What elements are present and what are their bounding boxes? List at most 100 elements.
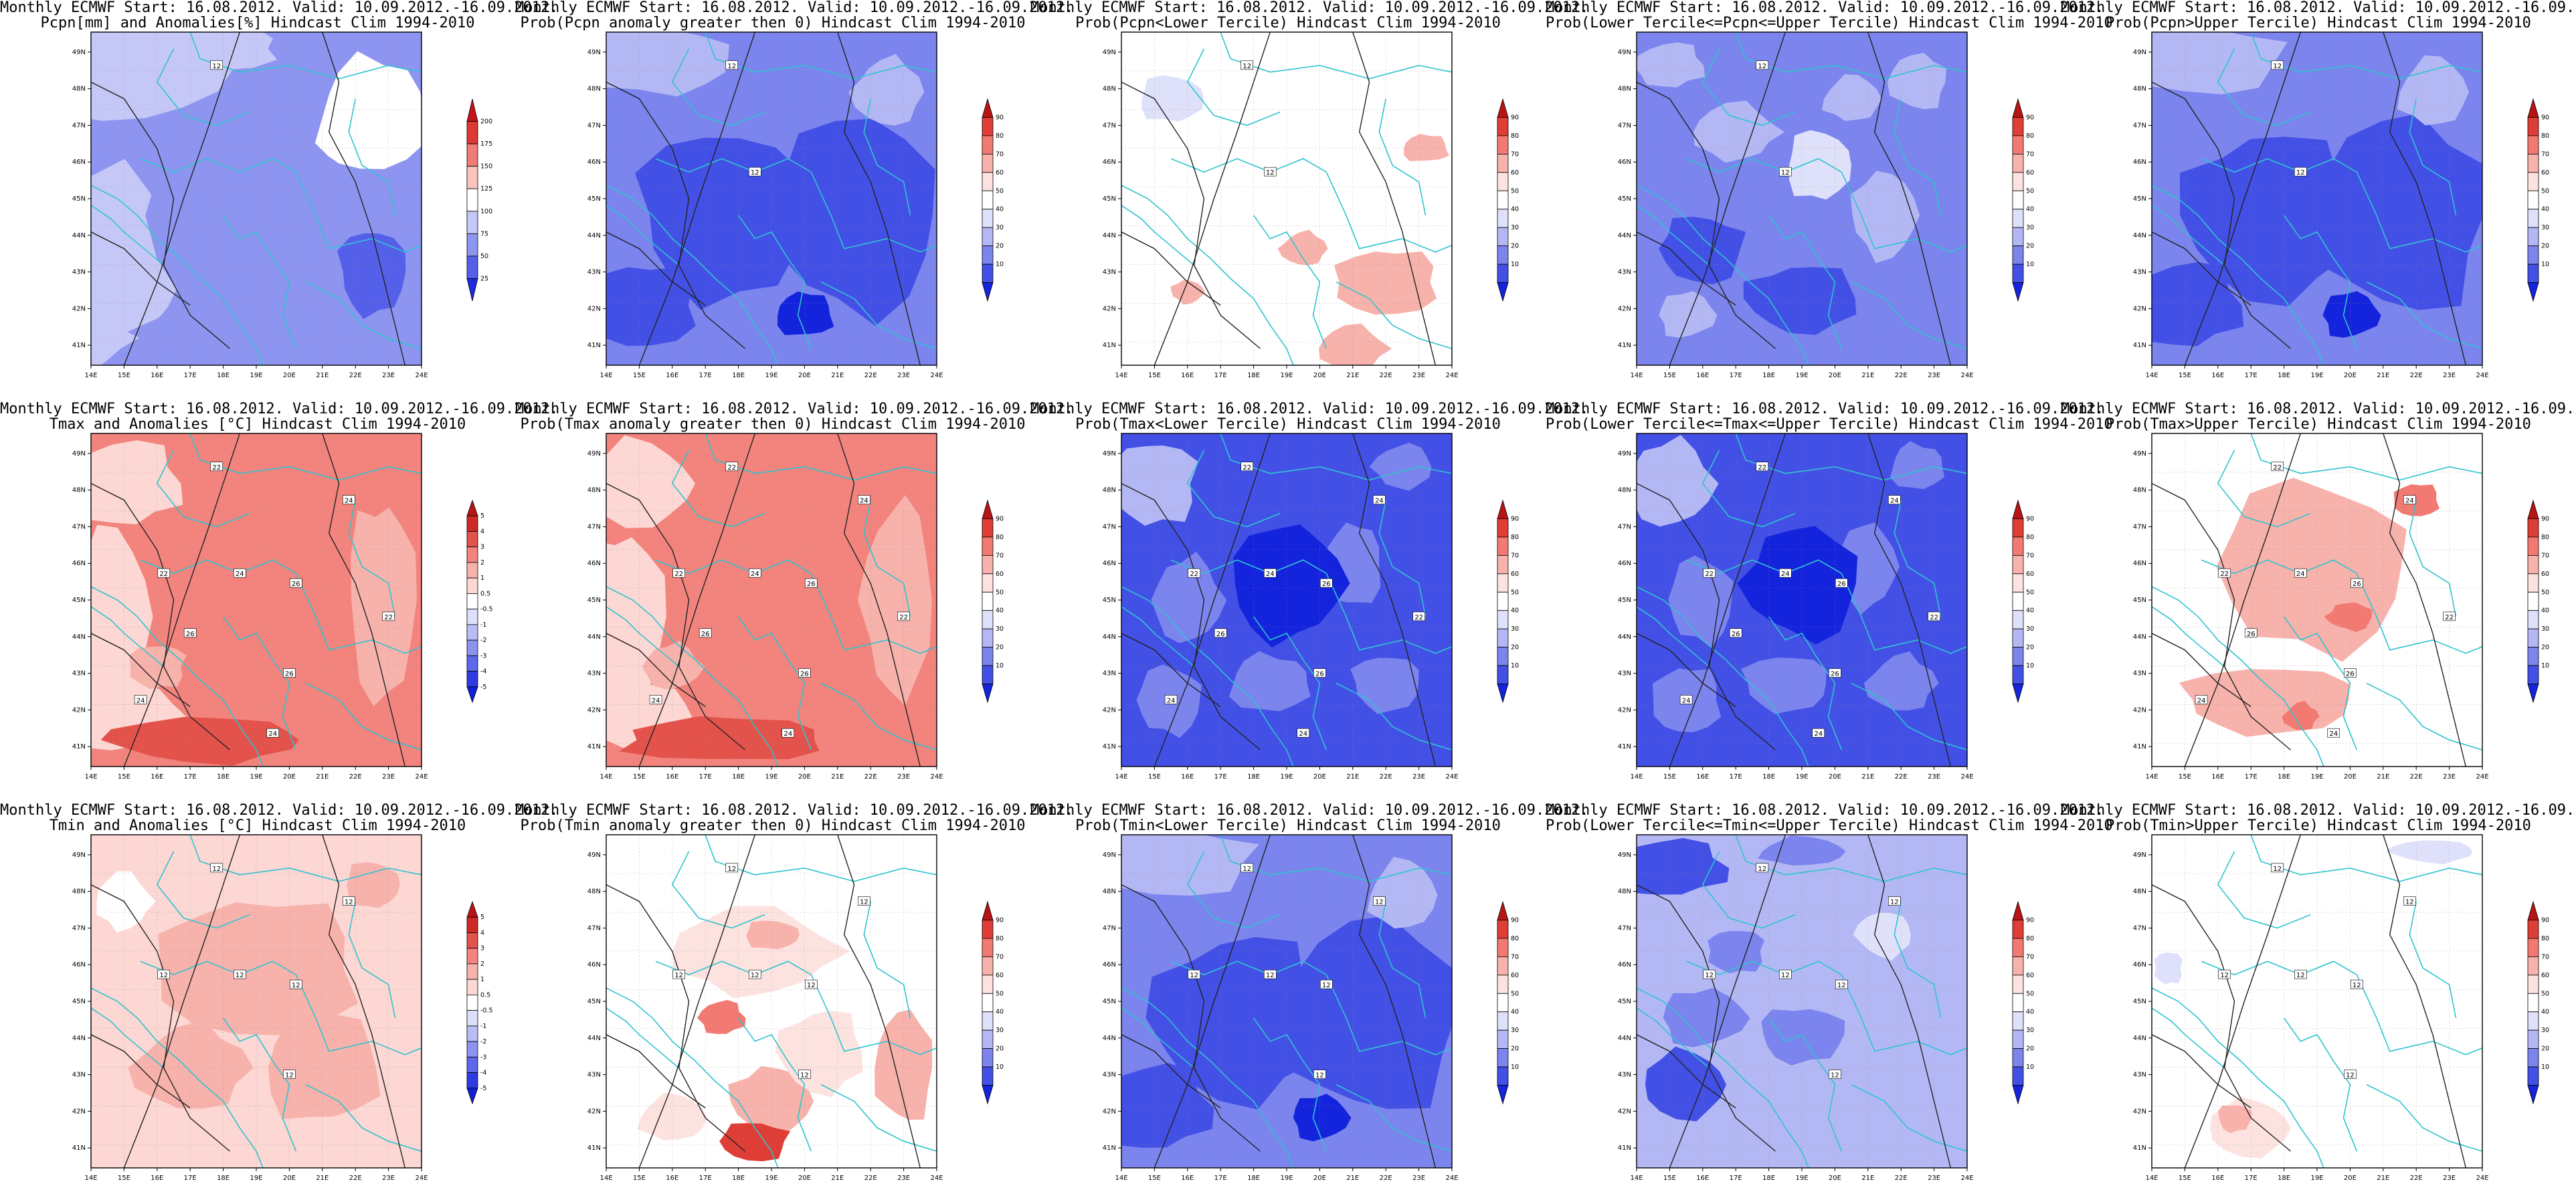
lat-tick-label: 45N [1103, 998, 1116, 1005]
colorbar-tick-label: 5 [480, 512, 484, 520]
contour-label: 12 [1831, 1072, 1839, 1080]
colorbar-swatch [1497, 938, 1509, 957]
contour-line [322, 835, 405, 1168]
colorbar-tick-label: 50 [1511, 990, 1519, 997]
field-region [757, 118, 935, 326]
colorbar-tick-label: 0.5 [480, 590, 490, 597]
contour-label-box [1703, 969, 1716, 979]
lon-tick-label: 20E [2344, 1175, 2357, 1182]
colorbar-tick-label: 70 [2541, 953, 2549, 961]
contour-line [1637, 483, 1776, 750]
lat-tick-label: 41N [1618, 342, 1631, 349]
lat-tick-label: 43N [1103, 1072, 1116, 1079]
colorbar-swatch [466, 916, 478, 933]
contour-label-box [1214, 628, 1227, 638]
colorbar: 90 80 70 60 50 40 30 20 10 [2527, 98, 2549, 302]
colorbar-swatch [2527, 610, 2539, 629]
lat-tick-label: 47N [2133, 523, 2146, 530]
colorbar-arrow-bottom [1497, 282, 1509, 302]
lon-tick-label: 23E [382, 372, 395, 379]
colorbar-swatch [466, 624, 478, 641]
map-figure: 12 12 14E 15E 16E 17E 18E 19E 20E 21E 22E 23E 24E 49N… [1103, 31, 1519, 379]
contour-label: 12 [807, 982, 816, 989]
lon-tick-label: 23E [1412, 773, 1425, 781]
contour-label-box [134, 695, 147, 704]
field-region [1841, 522, 1900, 615]
lon-tick-label: 14E [2145, 372, 2158, 379]
map-field: 12 12 [1637, 32, 1967, 365]
lon-tick-label: 14E [84, 372, 97, 379]
lat-tick-label: 42N [587, 706, 601, 714]
coastline [1121, 586, 1294, 767]
lat-tick-label: 43N [1618, 1072, 1631, 1079]
lon-tick-label: 22E [349, 372, 362, 379]
colorbar-tick-label: 30 [996, 625, 1004, 633]
contour-line [322, 32, 405, 365]
contour-label-box [897, 611, 910, 621]
coastline [1894, 98, 1942, 216]
colorbar-tick-label: 70 [2541, 552, 2549, 559]
lon-tick-label: 22E [2410, 773, 2423, 781]
contour-label-box [2403, 495, 2416, 504]
colorbar-swatch [2527, 1066, 2539, 1086]
colorbar: 90 80 70 60 50 40 30 20 10 [1497, 499, 1519, 704]
colorbar-swatch [2012, 610, 2024, 629]
contour-label: 24 [1266, 571, 1275, 578]
map-figure: 22 24 22 26 24 26 24 22 26 24 14E 15E 16E 17E 18E 19E 20… [2133, 433, 2549, 781]
colorbar-swatch [1497, 227, 1509, 247]
field-region [619, 716, 820, 759]
contour-label: 12 [292, 982, 300, 989]
lon-tick-label: 23E [2443, 773, 2456, 781]
lon-tick-label: 24E [2476, 773, 2488, 781]
lon-tick-label: 22E [1380, 1175, 1392, 1182]
lat-tick-label: 48N [587, 86, 601, 93]
contour-label-box [1829, 668, 1841, 678]
contour-label: 12 [1266, 169, 1275, 177]
colorbar-tick-label: 60 [2541, 571, 2549, 578]
lon-tick-label: 24E [1960, 372, 1973, 379]
field-region [351, 507, 417, 707]
lon-tick-label: 18E [1762, 372, 1775, 379]
lat-tick-label: 44N [1618, 1035, 1631, 1042]
lon-tick-label: 16E [1696, 372, 1709, 379]
colorbar-swatch [982, 628, 994, 648]
coastline [91, 987, 264, 1168]
lon-tick-label: 18E [732, 773, 745, 781]
contour-label-box [1756, 462, 1769, 472]
lat-tick-label: 48N [2133, 487, 2146, 494]
colorbar-tick-label: 80 [2026, 534, 2034, 541]
field-region [719, 1123, 791, 1162]
map-panel: Monthly ECMWF Start: 16.08.2012. Valid: … [1030, 0, 1588, 401]
coastline [810, 171, 937, 253]
lon-tick-label: 17E [2245, 372, 2258, 379]
field-region [129, 646, 187, 690]
lat-tick-label: 46N [1618, 560, 1631, 567]
lon-tick-label: 16E [1696, 1175, 1709, 1182]
colorbar-swatch [2527, 665, 2539, 684]
field-region [848, 54, 925, 126]
colorbar-swatch [2012, 117, 2024, 136]
lon-tick-label: 19E [1795, 773, 1808, 781]
lat-tick-label: 47N [1618, 924, 1631, 932]
lat-tick-label: 45N [72, 195, 86, 203]
contour-line [1121, 483, 1261, 750]
panel-title-line2: Tmax and Anomalies [°C] Hindcast Clim 19… [49, 416, 466, 433]
contour-label-box [798, 1070, 811, 1079]
lat-tick-label: 46N [1618, 159, 1631, 166]
colorbar-arrow-top [2012, 499, 2024, 519]
lat-tick-label: 47N [587, 924, 601, 932]
lon-tick-label: 16E [666, 1175, 678, 1182]
coastline [2250, 433, 2482, 481]
lat-tick-label: 44N [72, 232, 86, 239]
coastline [222, 1017, 297, 1152]
lat-tick-label: 49N [2133, 450, 2146, 458]
lon-tick-label: 24E [1960, 773, 1973, 781]
map-field: 22 24 22 26 24 26 24 22 26 24 [606, 433, 937, 767]
colorbar-tick-label: 60 [996, 571, 1004, 578]
field-region [1141, 75, 1204, 122]
map-panel: Monthly ECMWF Start: 16.08.2012. Valid: … [515, 401, 1073, 803]
contour-label-box [1703, 568, 1716, 578]
colorbar-swatch [2527, 573, 2539, 593]
map-figure: 22 24 22 26 24 26 24 22 26 24 14E 15E 16E 17E 18E 19E 20… [1618, 433, 2034, 781]
contour-label: 12 [1266, 972, 1275, 979]
